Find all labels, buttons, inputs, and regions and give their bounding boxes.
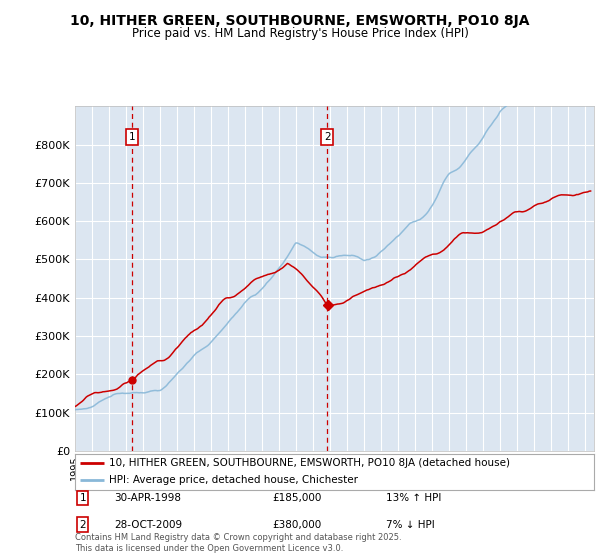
Text: 28-OCT-2009: 28-OCT-2009 bbox=[114, 520, 182, 530]
Text: 1: 1 bbox=[128, 132, 135, 142]
Text: 30-APR-1998: 30-APR-1998 bbox=[114, 493, 181, 503]
Text: 2: 2 bbox=[79, 520, 86, 530]
Text: Price paid vs. HM Land Registry's House Price Index (HPI): Price paid vs. HM Land Registry's House … bbox=[131, 27, 469, 40]
Text: £185,000: £185,000 bbox=[272, 493, 322, 503]
Text: £380,000: £380,000 bbox=[272, 520, 322, 530]
Text: 10, HITHER GREEN, SOUTHBOURNE, EMSWORTH, PO10 8JA (detached house): 10, HITHER GREEN, SOUTHBOURNE, EMSWORTH,… bbox=[109, 459, 510, 468]
Text: 2: 2 bbox=[324, 132, 331, 142]
Text: 10, HITHER GREEN, SOUTHBOURNE, EMSWORTH, PO10 8JA: 10, HITHER GREEN, SOUTHBOURNE, EMSWORTH,… bbox=[70, 14, 530, 28]
Text: 1: 1 bbox=[79, 493, 86, 503]
Text: Contains HM Land Registry data © Crown copyright and database right 2025.
This d: Contains HM Land Registry data © Crown c… bbox=[75, 533, 401, 553]
Text: 13% ↑ HPI: 13% ↑ HPI bbox=[386, 493, 442, 503]
Text: HPI: Average price, detached house, Chichester: HPI: Average price, detached house, Chic… bbox=[109, 475, 358, 485]
Text: 7% ↓ HPI: 7% ↓ HPI bbox=[386, 520, 435, 530]
